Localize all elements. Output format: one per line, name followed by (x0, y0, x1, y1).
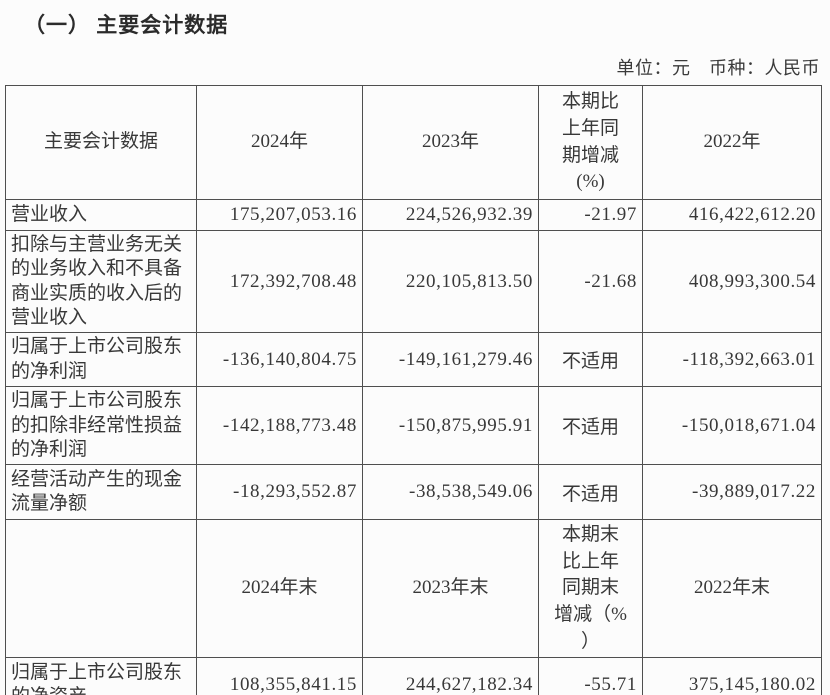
cell-2023: -149,161,279.46 (362, 332, 539, 388)
cell-change: 不适用 (538, 464, 643, 521)
header-2024-end: 2024年末 (196, 519, 363, 659)
header-row-current: 主要会计数据 2024年 2023年 本期比 上年同 期增减 (%) 2022年 (5, 85, 822, 200)
cell-2022: 375,145,180.02 (642, 657, 822, 695)
cell-2023: 244,627,182.34 (362, 657, 539, 695)
header-2022-end: 2022年末 (642, 519, 822, 659)
cell-2024: -136,140,804.75 (196, 332, 363, 388)
header-change-end-pct: 本期末 比上年 同期末 增减（% ） (538, 519, 643, 659)
cell-2024: 175,207,053.16 (196, 199, 363, 231)
row-label: 扣除与主营业务无关的业务收入和不具备商业实质的收入后的营业收入 (5, 229, 197, 334)
row-label: 归属于上市公司股东的扣除非经常性损益的净利润 (5, 386, 197, 466)
cell-2024: -18,293,552.87 (196, 464, 363, 521)
header-change-pct: 本期比 上年同 期增减 (%) (538, 85, 643, 200)
cell-change: -21.68 (538, 229, 643, 334)
unit-note: 单位：元 币种：人民币 (616, 58, 820, 78)
cell-2023: -38,538,549.06 (362, 464, 539, 521)
header-2024: 2024年 (196, 85, 363, 200)
cell-2023: 220,105,813.50 (362, 229, 539, 334)
row-label: 归属于上市公司股东的净资产 (5, 657, 197, 695)
report-page: （一） 主要会计数据 单位：元 币种：人民币 主要会计数据 2024年 2023… (0, 9, 830, 695)
header-metric-label: 主要会计数据 (5, 85, 197, 200)
header-2023-end: 2023年末 (362, 519, 539, 659)
header-2023: 2023年 (362, 85, 539, 200)
cell-change: 不适用 (538, 332, 643, 388)
cell-change: -55.71 (538, 657, 643, 695)
row-label: 营业收入 (5, 199, 197, 231)
row-label: 归属于上市公司股东的净利润 (5, 332, 197, 388)
table-row-revenue: 营业收入 175,207,053.16 224,526,932.39 -21.9… (5, 199, 822, 231)
cell-2022: -150,018,671.04 (642, 386, 822, 466)
cell-2022: 408,993,300.54 (642, 229, 822, 334)
header-row-period-end: 2024年末 2023年末 本期末 比上年 同期末 增减（% ） 2022年末 (5, 519, 822, 659)
table-row-net-assets: 归属于上市公司股东的净资产 108,355,841.15 244,627,182… (5, 657, 822, 695)
page-title: （一） 主要会计数据 (24, 13, 229, 37)
cell-2024: -142,188,773.48 (196, 386, 363, 466)
cell-change: -21.97 (538, 199, 643, 231)
table-row-operating-cash-flow: 经营活动产生的现金流量净额 -18,293,552.87 -38,538,549… (5, 464, 822, 521)
row-label: 经营活动产生的现金流量净额 (5, 464, 197, 521)
accounting-data-table: 主要会计数据 2024年 2023年 本期比 上年同 期增减 (%) 2022年… (5, 85, 822, 695)
cell-2023: 224,526,932.39 (362, 199, 539, 231)
table-row-net-profit-excl-nonrecurring: 归属于上市公司股东的扣除非经常性损益的净利润 -142,188,773.48 -… (5, 386, 822, 466)
cell-2023: -150,875,995.91 (362, 386, 539, 466)
cell-2024: 172,392,708.48 (196, 229, 363, 334)
header-empty (5, 519, 197, 659)
header-2022: 2022年 (642, 85, 822, 200)
table-row-adjusted-revenue: 扣除与主营业务无关的业务收入和不具备商业实质的收入后的营业收入 172,392,… (5, 229, 822, 334)
table-row-net-profit: 归属于上市公司股东的净利润 -136,140,804.75 -149,161,2… (5, 332, 822, 388)
cell-2024: 108,355,841.15 (196, 657, 363, 695)
cell-2022: -39,889,017.22 (642, 464, 822, 521)
cell-2022: 416,422,612.20 (642, 199, 822, 231)
cell-change: 不适用 (538, 386, 643, 466)
cell-2022: -118,392,663.01 (642, 332, 822, 388)
